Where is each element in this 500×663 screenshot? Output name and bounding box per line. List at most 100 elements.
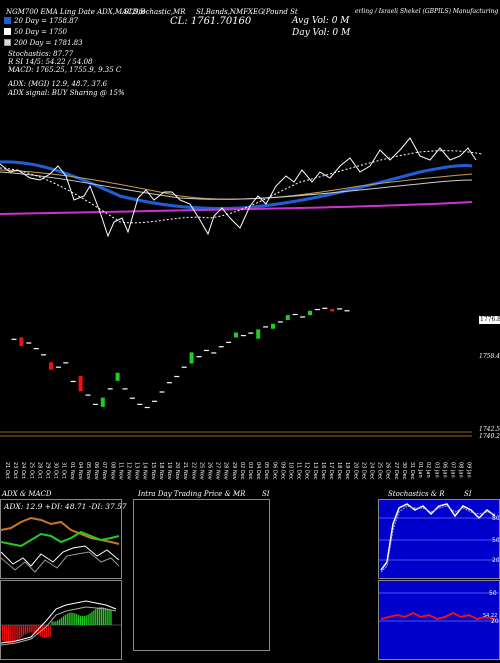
x-axis-label: 25 Nov bbox=[198, 462, 204, 480]
rsi-value-label: 54.22 bbox=[483, 613, 497, 619]
di-plus-line bbox=[0, 530, 120, 548]
x-axis-label: 16 Dec bbox=[320, 462, 326, 480]
x-axis-label: 30 Oct bbox=[53, 462, 59, 479]
macd-histogram-bar bbox=[78, 614, 80, 625]
candle bbox=[277, 321, 283, 323]
x-axis-label: 31 Dec bbox=[409, 462, 415, 480]
stochastic-chart: 80 50 20 bbox=[379, 503, 500, 573]
candle bbox=[271, 323, 275, 329]
macd-histogram-bar bbox=[28, 625, 30, 633]
rsi-panel: 50 20 54.22 bbox=[378, 580, 500, 660]
x-axis-label: 12 Nov bbox=[126, 462, 132, 480]
macd-histogram-bar bbox=[64, 614, 66, 625]
candle bbox=[26, 342, 32, 344]
candle bbox=[181, 366, 187, 368]
legend-item-ema20: 20 Day = 1758.87 bbox=[4, 16, 83, 27]
candle bbox=[70, 380, 76, 383]
x-axis-label: 25 Oct bbox=[28, 462, 34, 479]
adx-signal-readout: ADX signal: BUY Sharing @ 15% bbox=[8, 89, 125, 97]
macd-histogram-bar bbox=[24, 625, 27, 635]
x-axis-label: 06 Nov bbox=[93, 462, 99, 480]
macd-panel bbox=[0, 580, 122, 660]
x-axis-label: 13 Nov bbox=[134, 462, 140, 480]
x-axis-label: 28 Nov bbox=[223, 462, 229, 480]
macd-line bbox=[0, 600, 117, 644]
x-axis-label: 19 Nov bbox=[166, 462, 172, 480]
header-title-mid: SI,Stochastic,MR bbox=[124, 8, 186, 16]
macd-histogram-bar bbox=[26, 625, 28, 634]
ema100-line bbox=[0, 171, 473, 200]
macd-histogram-bar bbox=[81, 616, 84, 625]
macd-histogram-bar bbox=[76, 614, 78, 625]
header-tagline-a: (Pound St bbox=[263, 8, 298, 16]
rsi-line bbox=[380, 611, 496, 621]
candle bbox=[256, 329, 261, 339]
x-axis-label: 09 Dec bbox=[279, 462, 285, 480]
macd-histogram-bar bbox=[5, 625, 8, 643]
candle bbox=[78, 375, 83, 392]
header-title-left: NGM700 EMA Ling Date ADX,MACD,B bbox=[6, 8, 146, 16]
macd-histogram-bar bbox=[66, 613, 68, 625]
macd-histogram-bar bbox=[70, 612, 72, 625]
x-axis-label: 12 Dec bbox=[304, 462, 310, 480]
x-axis-label: 07 Jan bbox=[450, 462, 456, 478]
macd-histogram-bar bbox=[100, 607, 103, 625]
x-axis-label: 26 Nov bbox=[207, 462, 213, 480]
x-axis-label: 27 Nov bbox=[215, 462, 221, 480]
x-axis-label: 30 Dec bbox=[401, 462, 407, 480]
macd-histogram-bar bbox=[21, 625, 23, 638]
macd-histogram-bar bbox=[83, 616, 85, 625]
candle bbox=[189, 352, 194, 364]
macd-histogram-bar bbox=[62, 616, 65, 625]
macd-histogram-bar bbox=[19, 625, 21, 639]
macd-histogram-bar bbox=[2, 625, 4, 641]
x-axis-label: 11 Nov bbox=[117, 462, 123, 480]
candle bbox=[322, 307, 328, 309]
macd-histogram-bar bbox=[68, 612, 70, 625]
x-axis-label: 11 Dec bbox=[296, 462, 302, 480]
x-axis-label: 26 Dec bbox=[385, 462, 391, 480]
x-axis-label: 22 Nov bbox=[190, 462, 196, 480]
macd-histogram-bar bbox=[32, 625, 34, 633]
rsi-chart: 50 20 54.22 bbox=[379, 590, 499, 625]
candle bbox=[285, 315, 290, 321]
macd-histogram-bar bbox=[17, 625, 19, 641]
candle bbox=[152, 400, 158, 402]
macd-histogram-bar bbox=[85, 615, 87, 625]
macd-histogram-bar bbox=[79, 615, 82, 625]
macd-histogram-bar bbox=[38, 625, 40, 636]
macd-histogram-bar bbox=[106, 608, 108, 625]
price-label-mid: 1758.44 bbox=[479, 353, 500, 360]
candle bbox=[211, 352, 217, 354]
candle bbox=[203, 349, 209, 352]
macd-histogram-bar bbox=[91, 611, 93, 625]
intraday-panel-title-b: SI bbox=[262, 490, 270, 498]
macd-histogram-bar bbox=[9, 625, 11, 644]
price-line bbox=[0, 137, 477, 238]
legend-item-ema200: 200 Day = 1781.83 bbox=[4, 38, 83, 49]
macd-histogram-bar bbox=[7, 625, 9, 644]
macd-histogram-bar bbox=[93, 610, 95, 625]
macd-histogram-bar bbox=[108, 609, 110, 625]
macd-histogram-bar bbox=[34, 625, 36, 634]
macd-histogram-bar bbox=[13, 625, 15, 643]
macd-histogram-bar bbox=[36, 625, 38, 635]
adx-line bbox=[0, 545, 120, 567]
x-axis-label: 05 Nov bbox=[85, 462, 91, 480]
macd-histogram-bar bbox=[74, 613, 76, 625]
macd-histogram-bar bbox=[43, 625, 46, 638]
close-label: CL: 1761.70160 bbox=[170, 16, 252, 27]
stats-block: Stochastics: 87.77 R SI 14/5: 54.22 / 54… bbox=[8, 50, 121, 74]
x-axis-label: 05 Dec bbox=[263, 462, 269, 480]
x-axis-label: 09 Jan bbox=[466, 462, 472, 478]
candle bbox=[107, 388, 113, 390]
adx-readout: ADX: (MGI) 12.9, 48.7, 37.6 bbox=[8, 80, 108, 88]
x-axis-label: 23 Dec bbox=[360, 462, 366, 480]
x-axis-label: 02 Dec bbox=[239, 462, 245, 480]
x-axis-label: 02 Jan bbox=[425, 462, 431, 478]
macd-histogram-bar bbox=[72, 612, 74, 625]
candle bbox=[196, 356, 202, 358]
macd-histogram-bar bbox=[41, 625, 44, 638]
macd-histogram-bar bbox=[104, 608, 106, 625]
stoch-d-line bbox=[380, 505, 496, 573]
